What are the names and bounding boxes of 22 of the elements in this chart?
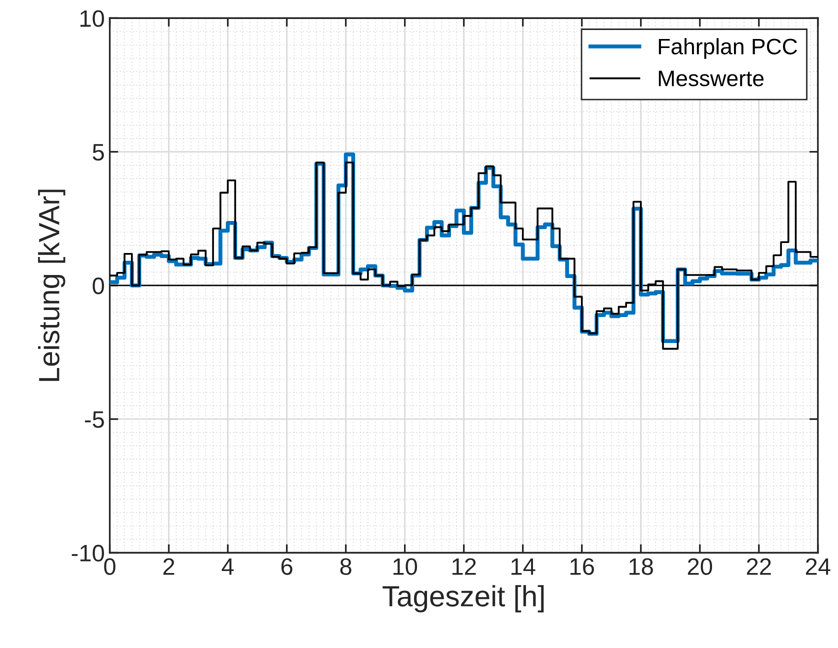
x-tick-label: 18 <box>630 558 653 575</box>
x-tick-label: 8 <box>340 558 352 575</box>
y-tick-label: 10 <box>80 10 104 27</box>
y-tick-label: 0 <box>92 278 104 294</box>
x-tick-label: 6 <box>281 558 292 575</box>
x-axis-title: Tageszeit [h] <box>382 585 544 612</box>
x-tick-label: 2 <box>163 558 174 575</box>
x-tick-label: 12 <box>452 558 476 575</box>
x-tick-label: 20 <box>688 558 712 575</box>
y-tick-label: -10 <box>72 544 104 562</box>
x-tick-label: 0 <box>104 558 116 575</box>
legend-label: Fahrplan PCC <box>658 38 798 59</box>
x-tick-label: 22 <box>746 558 771 575</box>
legend-label: Messwerte <box>658 70 764 86</box>
y-tick-label: 5 <box>92 144 104 161</box>
y-axis-title: Leistung [kVAr] <box>38 190 66 381</box>
x-tick-label: 24 <box>806 558 830 575</box>
x-tick-label: 4 <box>222 558 234 575</box>
y-tick-label: -5 <box>84 411 104 428</box>
x-tick-label: 14 <box>512 558 536 575</box>
x-tick-label: 10 <box>393 558 418 575</box>
x-tick-label: 16 <box>570 558 594 575</box>
